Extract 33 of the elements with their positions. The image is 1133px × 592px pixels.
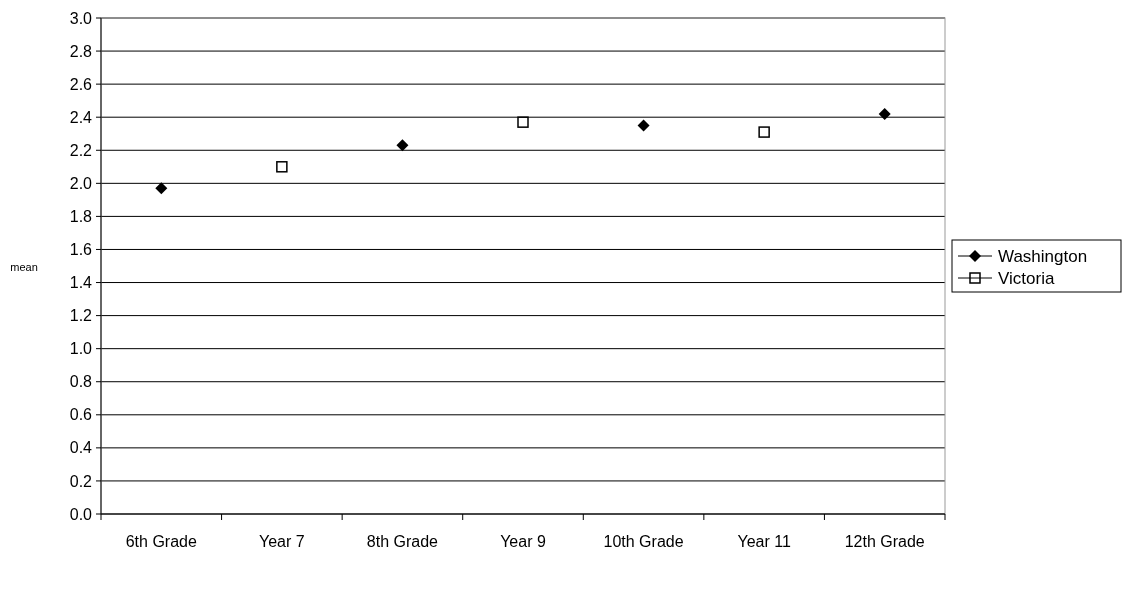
- point: [637, 119, 650, 132]
- point: [155, 182, 168, 195]
- y-tick-label: 0.0: [69, 505, 93, 523]
- legend-label: Washington: [998, 246, 1088, 266]
- y-tick-label: 1.4: [69, 274, 93, 292]
- x-tick-label: Year 7: [259, 533, 305, 550]
- y-tick-label: 0.8: [69, 373, 93, 391]
- y-tick-label: 1.2: [69, 307, 93, 325]
- y-tick-label: 0.4: [69, 439, 93, 457]
- x-tick-label: Year 11: [737, 533, 791, 550]
- point: [517, 116, 529, 128]
- legend-label: Victoria: [998, 268, 1055, 288]
- y-tick-label: 2.8: [69, 42, 93, 60]
- y-tick-label: 2.6: [69, 75, 93, 93]
- x-tick-label: 10th Grade: [603, 533, 684, 550]
- x-tick-label: 8th Grade: [366, 533, 439, 550]
- point: [276, 161, 288, 173]
- y-tick-label: 2.0: [69, 174, 93, 192]
- y-tick-label: 0.6: [69, 406, 93, 424]
- x-tick-label: 12th Grade: [844, 533, 925, 550]
- y-tick-label: 0.2: [69, 472, 93, 490]
- x-tick-label: 6th Grade: [125, 533, 197, 550]
- point: [758, 126, 770, 138]
- y-tick-label: 1.6: [69, 241, 93, 259]
- y-tick-label: 2.2: [69, 141, 93, 159]
- point: [396, 139, 409, 152]
- y-axis-title: mean: [10, 261, 38, 273]
- y-tick-label: 2.4: [69, 108, 93, 126]
- x-tick-label: Year 9: [500, 533, 546, 550]
- y-tick-label: 3.0: [69, 9, 93, 27]
- point: [878, 107, 891, 120]
- y-tick-label: 1.8: [69, 208, 93, 225]
- y-tick-label: 1.0: [69, 340, 93, 358]
